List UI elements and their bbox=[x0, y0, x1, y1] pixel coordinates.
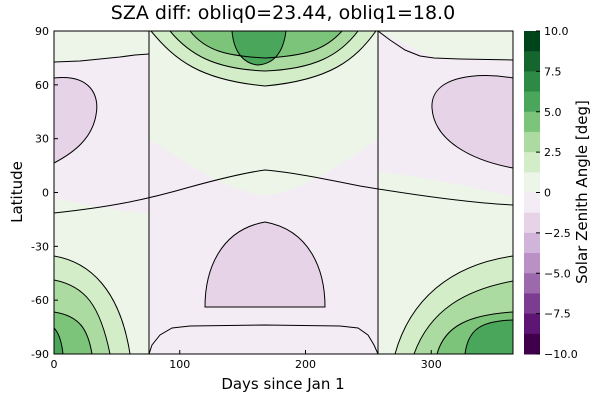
x-axis-label: Days since Jan 1 bbox=[221, 375, 344, 393]
contour-lines bbox=[54, 31, 513, 354]
colorbar-tick-label: 2.5 bbox=[544, 146, 562, 159]
x-tick-label: 200 bbox=[295, 358, 316, 371]
colorbar-tick-label: 0 bbox=[544, 187, 551, 200]
colorbar-segment bbox=[524, 192, 540, 214]
y-axis: 90 60 30 0 -30 -60 -90 bbox=[31, 25, 58, 361]
y-tick-label: -30 bbox=[31, 240, 49, 253]
colorbar-tick-label: −7.5 bbox=[544, 308, 571, 321]
colorbar-segment bbox=[524, 152, 540, 173]
colorbar-segment bbox=[524, 313, 540, 335]
x-tick-label: 300 bbox=[421, 358, 442, 371]
colorbar-label: Solar Zenith Angle [deg] bbox=[573, 100, 591, 284]
y-tick-label: 90 bbox=[35, 25, 49, 38]
x-tick-label: 0 bbox=[51, 358, 58, 371]
chart-title: SZA diff: obliq0=23.44, obliq1=18.0 bbox=[111, 2, 455, 24]
colorbar-tick-label: 5.0 bbox=[544, 106, 562, 119]
region-north-right-lobe bbox=[431, 75, 513, 168]
region-north-left-lobe bbox=[54, 77, 97, 163]
plot-area bbox=[54, 31, 513, 354]
colorbar-tick-label: 10.0 bbox=[544, 25, 569, 38]
colorbar-segment bbox=[524, 293, 540, 315]
colorbar-segment bbox=[524, 253, 540, 274]
colorbar-tick-label: −10.0 bbox=[544, 348, 578, 361]
colorbar-segment bbox=[524, 51, 540, 72]
y-tick-label: 0 bbox=[42, 187, 49, 200]
colorbar-segment bbox=[524, 172, 540, 193]
colorbar-segment bbox=[524, 333, 540, 355]
y-axis-label: Latitude bbox=[8, 161, 26, 223]
colorbar-segment bbox=[524, 273, 540, 294]
y-tick-label: -60 bbox=[31, 294, 49, 307]
colorbar-segment bbox=[524, 91, 540, 113]
colorbar-tick-label: −2.5 bbox=[544, 227, 571, 240]
x-axis: 0 100 200 300 bbox=[51, 350, 442, 371]
colorbar-segment bbox=[524, 71, 540, 93]
y-tick-label: 60 bbox=[35, 79, 49, 92]
colorbar-tick-label: −5.0 bbox=[544, 267, 571, 280]
region-equatorial-winter-lobe bbox=[205, 222, 325, 307]
colorbar-segment bbox=[524, 212, 540, 234]
colorbar-tick-label: 7.5 bbox=[544, 65, 562, 78]
region-north-right-corner bbox=[378, 31, 513, 60]
y-tick-label: -90 bbox=[31, 348, 49, 361]
y-tick-label: 30 bbox=[35, 133, 49, 146]
colorbar: 10.0 7.5 5.0 2.5 0 −2.5 −5.0 −7.5 −10.0 bbox=[524, 25, 578, 361]
region-south-right-l5 bbox=[465, 320, 513, 354]
colorbar-segment bbox=[524, 131, 540, 153]
colorbar-segment bbox=[524, 232, 540, 254]
region-south-left-l5 bbox=[54, 328, 63, 354]
colorbar-segment bbox=[524, 31, 540, 52]
region-south-left-l4 bbox=[54, 312, 92, 354]
region-north-left-corner bbox=[54, 31, 149, 62]
colorbar-segment bbox=[524, 111, 540, 133]
x-tick-label: 100 bbox=[169, 358, 190, 371]
